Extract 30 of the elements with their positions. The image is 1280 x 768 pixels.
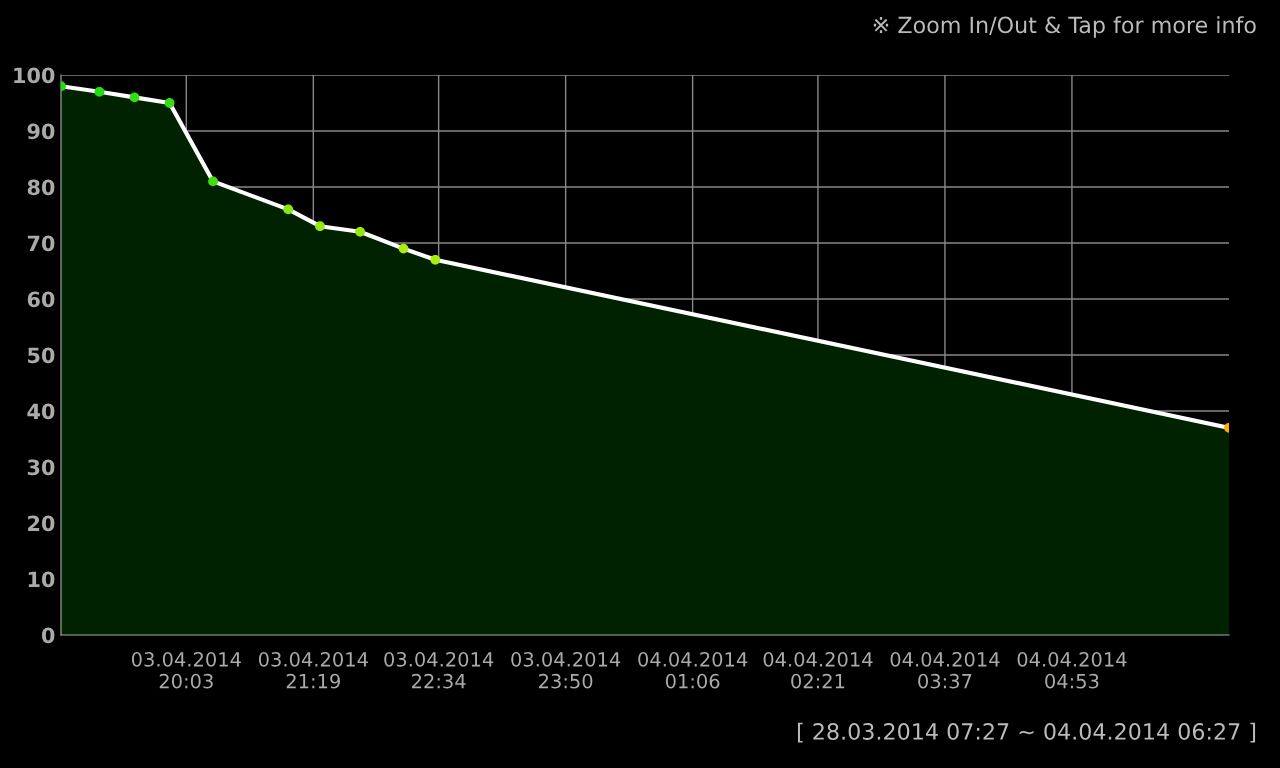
text: ※ Zoom In/Out & Tap for more info (873, 16, 1256, 38)
y-tick-label: 10 (28, 571, 55, 588)
point (355, 226, 366, 237)
y-tick-label: 90 (27, 123, 55, 140)
y-tick-label: 70 (27, 235, 55, 252)
x-tick-label: 04.04.2014 04:53 (1017, 652, 1127, 689)
y-tick-label: 30 (27, 459, 55, 476)
point (315, 221, 325, 232)
y-tick-label: 20 (28, 515, 55, 532)
x-tick-label: 03.04.2014 21:19 (258, 652, 368, 689)
y-tick-label: 50 (28, 347, 55, 364)
y-tick-label: 80 (27, 179, 55, 196)
text: [ 28.03.2014 07:27 ~ 04.04.2014 06:27 ] (797, 722, 1256, 743)
x-tick-label: 03.04.2014 22:34 (384, 652, 494, 689)
x-tick-label: 04.04.2014 02:21 (763, 652, 873, 689)
x-tick-label: 03.04.2014 20:03 (131, 652, 241, 689)
x-tick-label: 04.04.2014 01:06 (638, 652, 748, 689)
point (164, 98, 175, 108)
point (283, 204, 294, 215)
point (430, 254, 441, 265)
point (129, 92, 140, 103)
x-tick-label: 03.04.2014 23:50 (511, 652, 621, 689)
point (398, 243, 409, 254)
y-tick-label: 0 (41, 627, 55, 644)
x-tick-label: 04.04.2014 03:37 (890, 652, 1000, 689)
point (208, 176, 218, 187)
y-tick-label: 100 (14, 67, 55, 84)
point (94, 86, 105, 97)
y-tick-label: 40 (27, 403, 55, 420)
y-tick-label: 60 (27, 291, 55, 308)
